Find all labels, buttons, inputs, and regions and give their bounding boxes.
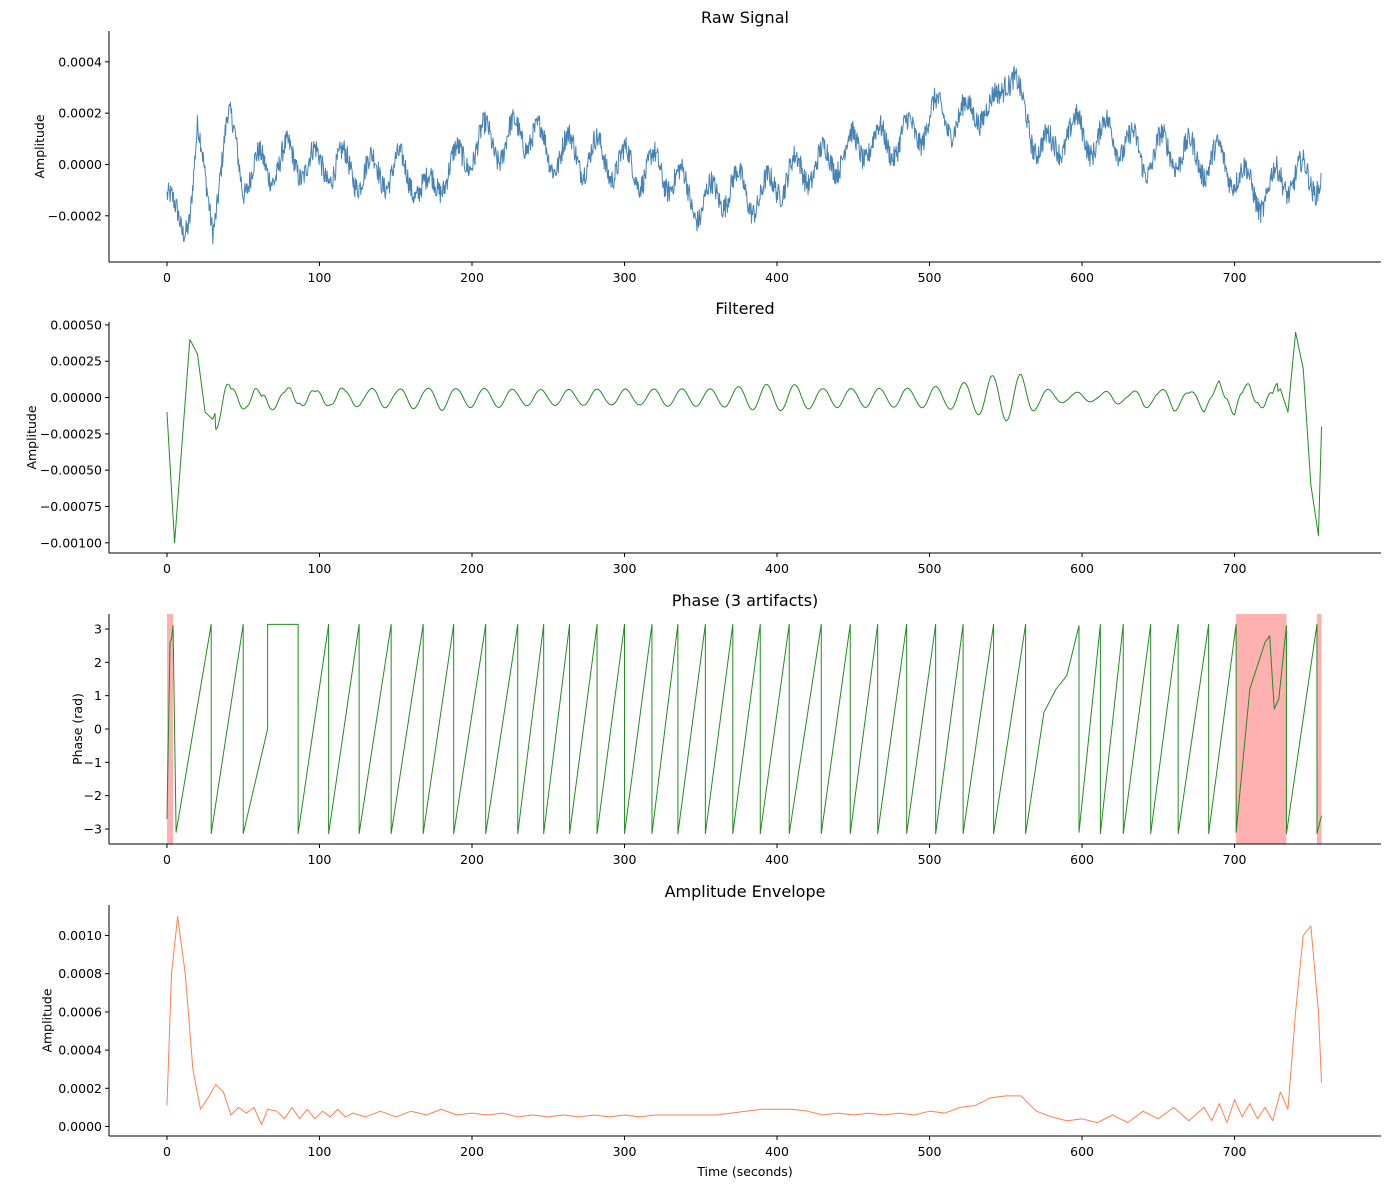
x-tick-label: 0	[163, 270, 171, 285]
y-tick-label: 2	[94, 655, 102, 670]
y-tick-label: 0.00050	[50, 317, 102, 332]
y-axis-label: Amplitude	[39, 988, 54, 1052]
x-tick-label: 200	[460, 561, 484, 576]
y-tick-label: 0.0004	[58, 54, 102, 69]
x-tick-label: 600	[1070, 561, 1094, 576]
y-tick-label: −0.00050	[40, 463, 102, 478]
x-tick-label: 600	[1070, 270, 1094, 285]
x-tick-label: 400	[765, 270, 789, 285]
y-tick-label: 1	[94, 688, 102, 703]
y-tick-label: 0.0000	[58, 157, 102, 172]
x-tick-label: 500	[918, 561, 942, 576]
x-tick-label: 300	[613, 852, 637, 867]
y-tick-label: −1	[84, 755, 102, 770]
y-axis-label: Phase (rad)	[70, 693, 85, 765]
x-tick-label: 500	[918, 852, 942, 867]
series-line	[166, 331, 1323, 544]
x-tick-label: 200	[460, 270, 484, 285]
x-tick-label: 100	[308, 270, 332, 285]
subplot-title: Amplitude Envelope	[665, 882, 826, 901]
series-line	[166, 915, 1323, 1126]
x-tick-label: 400	[765, 1144, 789, 1159]
artifact-span-3	[1316, 614, 1322, 844]
x-tick-label: 700	[1223, 852, 1247, 867]
x-tick-label: 100	[308, 852, 332, 867]
artifact-span-2	[1236, 614, 1287, 844]
x-tick-label: 500	[918, 1144, 942, 1159]
y-tick-label: 0.0008	[58, 966, 102, 981]
x-tick-label: 100	[308, 1144, 332, 1159]
y-tick-label: 0.0000	[58, 1119, 102, 1134]
y-tick-label: −3	[84, 822, 102, 837]
subplot-title: Raw Signal	[701, 8, 789, 27]
artifact-span-1	[166, 614, 174, 844]
x-tick-label: 600	[1070, 852, 1094, 867]
x-tick-label: 0	[163, 561, 171, 576]
subplot-title: Filtered	[715, 299, 774, 318]
y-tick-label: 0.0004	[58, 1043, 102, 1058]
y-tick-label: 0.00000	[50, 390, 102, 405]
y-tick-label: 0.00025	[50, 354, 102, 369]
y-tick-label: −0.00100	[40, 535, 102, 550]
y-tick-label: −0.0002	[48, 208, 102, 223]
x-tick-label: 500	[918, 270, 942, 285]
x-tick-label: 200	[460, 1144, 484, 1159]
subplot-title: Phase (3 artifacts)	[672, 591, 819, 610]
y-tick-label: 3	[94, 622, 102, 637]
subplot-4: 0 100 200 300 400 500 600 700 0.0000 0.0002 0.0004…	[39, 882, 1381, 1179]
x-tick-label: 300	[613, 561, 637, 576]
subplot-1: 0 100 200 300 400 500 600 700 −0.0002 0.0000 0.000…	[32, 8, 1381, 285]
y-tick-label: 0	[94, 722, 102, 737]
subplot-2: 0 100 200 300 400 500 600 700 −0.00100 −0.00075 −0…	[24, 299, 1381, 576]
x-tick-label: 400	[765, 561, 789, 576]
y-axis-label: Amplitude	[24, 405, 39, 469]
x-tick-label: 0	[163, 1144, 171, 1159]
x-tick-label: 700	[1223, 270, 1247, 285]
x-tick-label: 400	[765, 852, 789, 867]
x-tick-label: 600	[1070, 1144, 1094, 1159]
subplot-3: 0 100 200 300 400 500 600 700 −3 −2 −1 0 1 2 3 Phase (3…	[70, 591, 1381, 867]
y-tick-label: 0.0006	[58, 1004, 102, 1019]
x-tick-label: 300	[613, 1144, 637, 1159]
y-tick-label: 0.0002	[58, 106, 102, 121]
x-tick-label: 200	[460, 852, 484, 867]
y-tick-label: −0.00025	[40, 426, 102, 441]
y-tick-label: 0.0010	[58, 928, 102, 943]
x-tick-label: 700	[1223, 1144, 1247, 1159]
series-line	[166, 65, 1322, 245]
x-tick-label: 700	[1223, 561, 1247, 576]
y-tick-label: −2	[84, 788, 102, 803]
x-tick-label: 0	[163, 852, 171, 867]
x-tick-label: 300	[613, 270, 637, 285]
x-axis-label: Time (seconds)	[696, 1164, 792, 1179]
series-line	[166, 623, 1323, 835]
y-tick-label: 0.0002	[58, 1081, 102, 1096]
x-tick-label: 100	[308, 561, 332, 576]
y-tick-label: −0.00075	[40, 499, 102, 514]
y-axis-label: Amplitude	[32, 114, 47, 178]
